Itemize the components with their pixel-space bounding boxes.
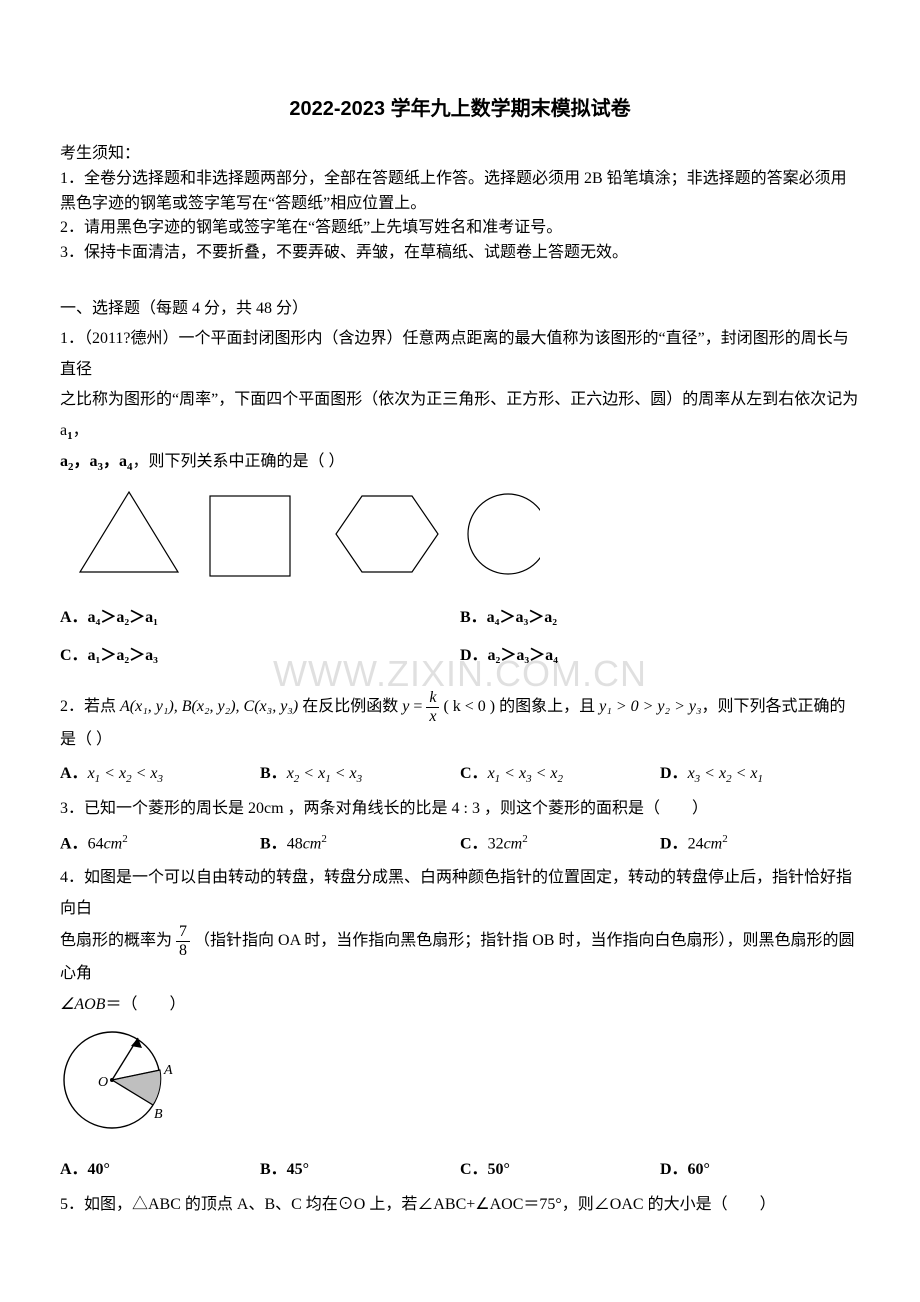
shapes-svg (60, 486, 540, 582)
q4-option-a: A．40° (60, 1155, 260, 1185)
square-icon (210, 496, 290, 576)
q4-figure: A B O (60, 1020, 860, 1151)
q1-shapes-figure (60, 486, 860, 593)
q3-options: A．64cm2 B．48cm2 C．32cm2 D．24cm2 (60, 825, 860, 864)
q4-stem-line2: 色扇形的概率为 78 （指针指向 OA 时，当作指向黑色扇形；指针指 OB 时，… (60, 924, 860, 989)
label-o: O (98, 1075, 108, 1090)
spinner-svg: A B O (60, 1020, 190, 1140)
q4-options: A．40° B．45° C．50° D．60° (60, 1151, 860, 1189)
q1-option-d: D．a₂＞a₃＞a₄ (460, 641, 860, 671)
q1-option-c: C．a₁＞a₂＞a₃ (60, 641, 460, 671)
instructions-line-3: 3．保持卡面清洁，不要折叠，不要弄破、弄皱，在草稿纸、试题卷上答题无效。 (60, 241, 860, 266)
q4-stem-line3: ∠AOB＝（ ） (60, 990, 860, 1020)
section-1-heading: 一、选择题（每题 4 分，共 48 分） (60, 294, 860, 324)
q5-stem: 5．如图，△ABC 的顶点 A、B、C 均在⊙O 上，若∠ABC+∠AOC＝75… (60, 1190, 860, 1220)
q1-option-a: A．a₄＞a₂＞a₁ (60, 603, 460, 633)
q2-option-a: A．A．x₁ < x₂ < x₃x1 < x2 < x3 (60, 759, 260, 790)
instructions-block: 考生须知： 1．全卷分选择题和非选择题两部分，全部在答题纸上作答。选择题必须用 … (60, 142, 860, 266)
center-dot (110, 1078, 114, 1082)
q3-option-b: B．48cm2 (260, 829, 460, 860)
hexagon-icon (336, 496, 438, 572)
instructions-line-2: 2．请用黑色字迹的钢笔或签字笔在“答题纸”上先填写姓名和准考证号。 (60, 216, 860, 241)
q4-option-d: D．60° (660, 1155, 860, 1185)
instructions-head: 考生须知： (60, 142, 860, 167)
triangle-icon (80, 492, 178, 572)
q1-stem-line1: 1．（2011?德州）一个平面封闭图形内（含边界）任意两点距离的最大值称为该图形… (60, 324, 860, 385)
q4-stem-line1: 4．如图是一个可以自由转动的转盘，转盘分成黑、白两种颜色指针的位置固定，转动的转… (60, 863, 860, 924)
q4-option-c: C．50° (460, 1155, 660, 1185)
q2-stem-line2: 是（ ） (60, 725, 860, 755)
q2-option-b: B．x2 < x1 < x3 (260, 759, 460, 790)
q3-option-a: A．64cm2 (60, 829, 260, 860)
label-a: A (163, 1063, 173, 1078)
page-title: 2022-2023 学年九上数学期末模拟试卷 (60, 90, 860, 128)
label-b: B (154, 1107, 163, 1122)
q3-option-c: C．32cm2 (460, 829, 660, 860)
q4-option-b: B．45° (260, 1155, 460, 1185)
q1-options: A．a₄＞a₂＞a₁ B．a₄＞a₃＞a₂ C．a₁＞a₂＞a₃ D．a₂＞a₃… (60, 599, 860, 676)
q2-option-c: C．x1 < x3 < x2 (460, 759, 660, 790)
q2-options: A．A．x₁ < x₂ < x₃x1 < x2 < x3 B．x2 < x1 <… (60, 755, 860, 794)
circle-icon (468, 494, 540, 574)
q1-option-b: B．a₄＞a₃＞a₂ (460, 603, 860, 633)
q3-option-d: D．24cm2 (660, 829, 860, 860)
q1-stem-line2: 之比称为图形的“周率”，下面四个平面图形（依次为正三角形、正方形、正六边形、圆）… (60, 385, 860, 446)
q1-stem-line3: a2，a3，a4，则下列关系中正确的是（ ） (60, 447, 860, 478)
q2-option-d: D．x3 < x2 < x1 (660, 759, 860, 790)
q2-stem-line1: 2．若点 A(x₁, y₁), B(x₂, y₂), C(x₃, y₃) 在反比… (60, 690, 860, 725)
instructions-line-1: 1．全卷分选择题和非选择题两部分，全部在答题纸上作答。选择题必须用 2B 铅笔填… (60, 167, 860, 217)
q3-stem: 3．已知一个菱形的周长是 20cm ，两条对角线长的比是 4 : 3 ，则这个菱… (60, 794, 860, 824)
